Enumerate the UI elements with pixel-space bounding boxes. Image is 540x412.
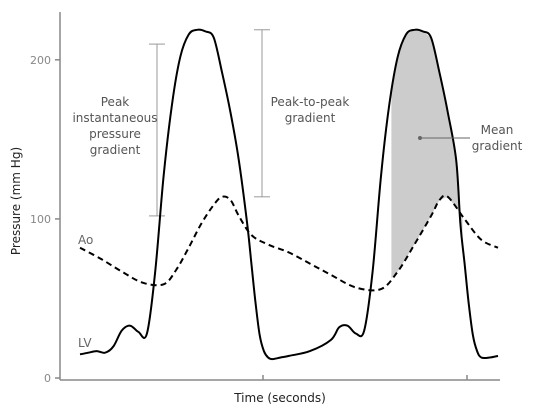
peak-instantaneous-label: Peak [101,95,130,109]
series-line-ao [79,194,499,292]
peak-instantaneous-label: instantaneous [72,111,157,125]
series-line-lv [79,28,499,361]
ao-label: Ao [78,233,93,247]
peak-to-peak-label: Peak-to-peak [271,95,350,109]
peak-instantaneous-label: pressure [89,127,141,141]
mean-gradient-label: Mean [481,123,514,137]
y-tick-label: 200 [30,54,51,67]
ticks-group: 0 100 200 [30,54,468,385]
peak-instantaneous-label: gradient [90,143,141,157]
lv-label: LV [78,336,92,350]
peak-to-peak-label: gradient [285,111,336,125]
mean-gradient-label: gradient [472,139,523,153]
mean-gradient-area [391,29,463,279]
annotations-group: Peak instantaneous pressure gradient Peak-to… [72,95,522,350]
series-group [79,28,499,361]
labels-group: Time (seconds) Pressure (mm Hg) [9,147,326,405]
y-tick-label: 0 [44,372,51,385]
shaded-area-group [391,29,463,279]
axes-group [59,12,500,381]
annotation-brackets [149,29,270,217]
mean-gradient-dot [418,136,422,140]
x-axis-title: Time (seconds) [233,391,326,405]
y-axis-title: Pressure (mm Hg) [9,147,23,255]
y-tick-label: 100 [30,213,51,226]
